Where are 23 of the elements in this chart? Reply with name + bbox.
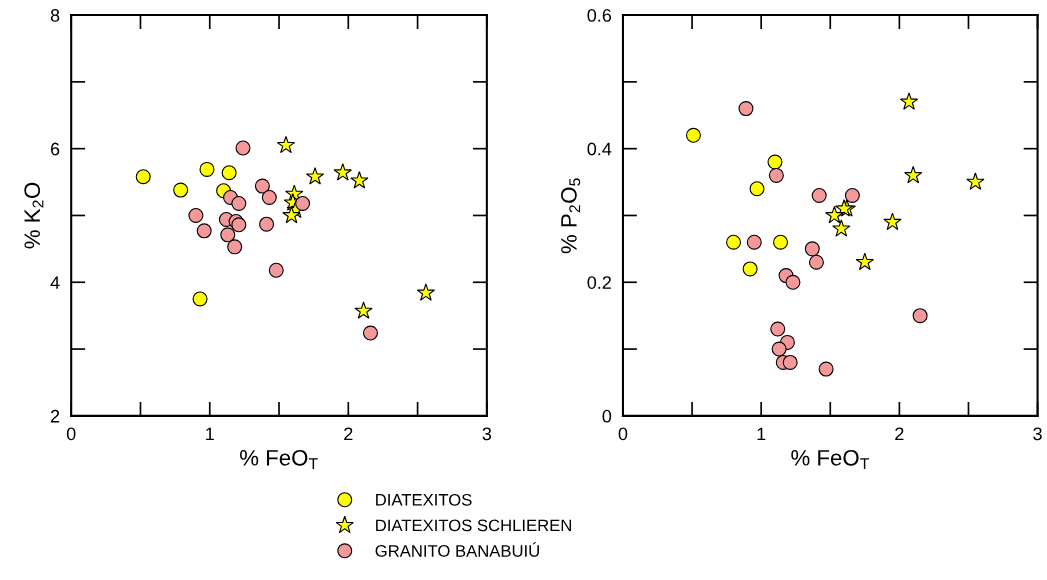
x-tick-label: 3: [1033, 427, 1042, 441]
x-tick-label: 0: [618, 427, 628, 441]
x-axis-title: % FeO$_{T}$: [791, 449, 869, 469]
legend-label: DIATEXITOS: [376, 493, 472, 506]
x-tick-label: 2: [344, 427, 353, 441]
x-tick-label: 1: [757, 427, 766, 441]
legend-label: DIATEXITOS SCHLIEREN: [376, 519, 571, 532]
y-tick-label: 2: [50, 409, 60, 423]
x-axis-title: % FeO$_{T}$: [240, 449, 318, 469]
x-tick-label: 1: [206, 427, 214, 441]
y-tick-label: 8: [50, 9, 60, 22]
x-tick-label: 3: [482, 427, 492, 441]
y-axis-title: % K$_{2}$O: [24, 182, 44, 249]
x-tick-label: 0: [66, 427, 76, 441]
y-tick-label: 0.6: [587, 9, 612, 22]
y-tick-label: 0.2: [587, 276, 611, 289]
y-tick-label: 6: [50, 142, 60, 156]
y-tick-label: 0.4: [587, 142, 612, 156]
x-tick-label: 2: [895, 427, 904, 441]
y-tick-label: 4: [50, 276, 60, 289]
y-tick-label: 0: [602, 409, 612, 423]
y-axis-title: % P$_{2}$O$_{5}$: [561, 178, 581, 254]
legend-label: GRANITO BANABUIÚ: [375, 542, 539, 557]
